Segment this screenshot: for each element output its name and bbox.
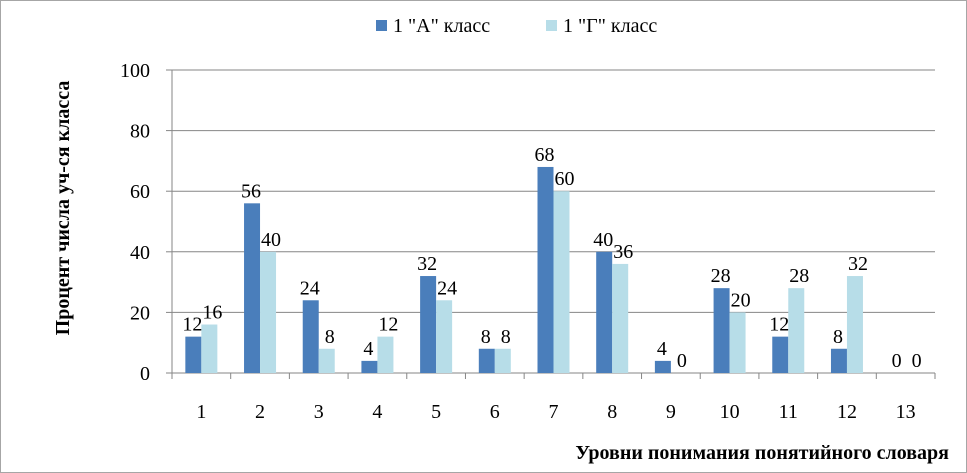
bar-series-1 (361, 360, 378, 373)
bar-series-2 (377, 336, 394, 373)
y-tick-label: 20 (130, 302, 150, 324)
bar-series-1 (244, 203, 261, 373)
x-tick-label: 3 (314, 401, 324, 423)
bar-series-1 (654, 360, 671, 373)
bar-series-2 (729, 312, 746, 373)
y-tick-label: 40 (130, 242, 150, 264)
legend-swatch-series-1 (376, 20, 387, 31)
bar-series-2 (201, 324, 218, 373)
x-tick-label: 5 (431, 401, 441, 423)
y-tick-label: 0 (140, 363, 150, 385)
x-tick-label: 6 (490, 401, 500, 423)
x-tick-label: 7 (549, 401, 559, 423)
data-label-series-1: 24 (300, 277, 320, 299)
x-tick-label: 2 (255, 401, 265, 423)
bar-series-1 (302, 300, 319, 373)
data-label-series-1: 12 (182, 314, 202, 336)
data-label-series-2: 24 (437, 277, 457, 299)
bar-series-2 (436, 300, 453, 373)
data-label-series-1: 8 (481, 326, 491, 348)
data-label-series-2: 0 (912, 350, 922, 372)
data-label-series-2: 40 (261, 229, 281, 251)
x-tick-label: 9 (666, 401, 676, 423)
data-label-series-2: 60 (555, 168, 575, 190)
legend-label-series-1: 1 "А" класс (393, 15, 490, 37)
data-label-series-2: 0 (677, 350, 687, 372)
data-label-series-2: 16 (202, 302, 222, 324)
y-tick-label: 60 (130, 181, 150, 203)
data-label-series-2: 12 (378, 314, 398, 336)
legend: 1 "А" класс 1 "Г" класс (376, 15, 657, 37)
data-label-series-2: 8 (325, 326, 335, 348)
bar-series-2 (318, 348, 335, 373)
bar-series-1 (185, 336, 202, 373)
data-label-series-1: 68 (535, 144, 555, 166)
data-label-series-1: 4 (363, 338, 373, 360)
legend-swatch-series-2 (546, 20, 557, 31)
bar-series-2 (260, 251, 277, 373)
y-tick-label: 80 (130, 121, 150, 143)
data-label-series-1: 12 (769, 314, 789, 336)
data-label-series-1: 40 (593, 229, 613, 251)
bar-series-1 (537, 166, 554, 373)
bars (185, 166, 863, 373)
legend-label-series-2: 1 "Г" класс (563, 15, 657, 37)
bar-series-1 (596, 251, 613, 373)
y-axis-title: Процент числа уч-ся класса (52, 81, 74, 336)
bar-series-1 (713, 288, 730, 373)
bar-series-1 (420, 276, 437, 373)
data-label-series-1: 32 (417, 253, 437, 275)
y-tick-label: 100 (120, 60, 150, 82)
bar-series-2 (494, 348, 511, 373)
data-label-series-1: 28 (711, 265, 731, 287)
y-tick-labels: 0 20 40 60 80 100 (120, 60, 150, 385)
bar-series-2 (788, 288, 805, 373)
data-label-series-1: 8 (833, 326, 843, 348)
data-label-series-2: 20 (731, 289, 751, 311)
data-label-series-2: 8 (501, 326, 511, 348)
data-label-series-1: 0 (892, 350, 902, 372)
x-tick-labels: 1 2 3 4 5 6 7 8 9 10 11 12 13 (196, 401, 915, 423)
bar-series-2 (846, 276, 863, 373)
bar-series-2 (553, 191, 570, 373)
bar-series-1 (830, 348, 847, 373)
bar-series-2 (612, 263, 629, 373)
data-label-series-1: 4 (657, 338, 667, 360)
data-label-series-1: 56 (241, 180, 261, 202)
data-label-series-2: 32 (848, 253, 868, 275)
data-label-series-2: 36 (613, 241, 633, 263)
x-tick-label: 12 (837, 401, 857, 423)
x-tick-label: 10 (720, 401, 740, 423)
x-tick-label: 13 (896, 401, 916, 423)
x-tick-label: 1 (196, 401, 206, 423)
x-tick-label: 8 (607, 401, 617, 423)
x-tick-label: 4 (372, 401, 382, 423)
bar-series-1 (478, 348, 495, 373)
data-label-series-2: 28 (789, 265, 809, 287)
bar-series-1 (772, 336, 789, 373)
x-tick-label: 11 (779, 401, 798, 423)
x-axis-title: Уровни понимания понятийного словаря (575, 442, 949, 464)
